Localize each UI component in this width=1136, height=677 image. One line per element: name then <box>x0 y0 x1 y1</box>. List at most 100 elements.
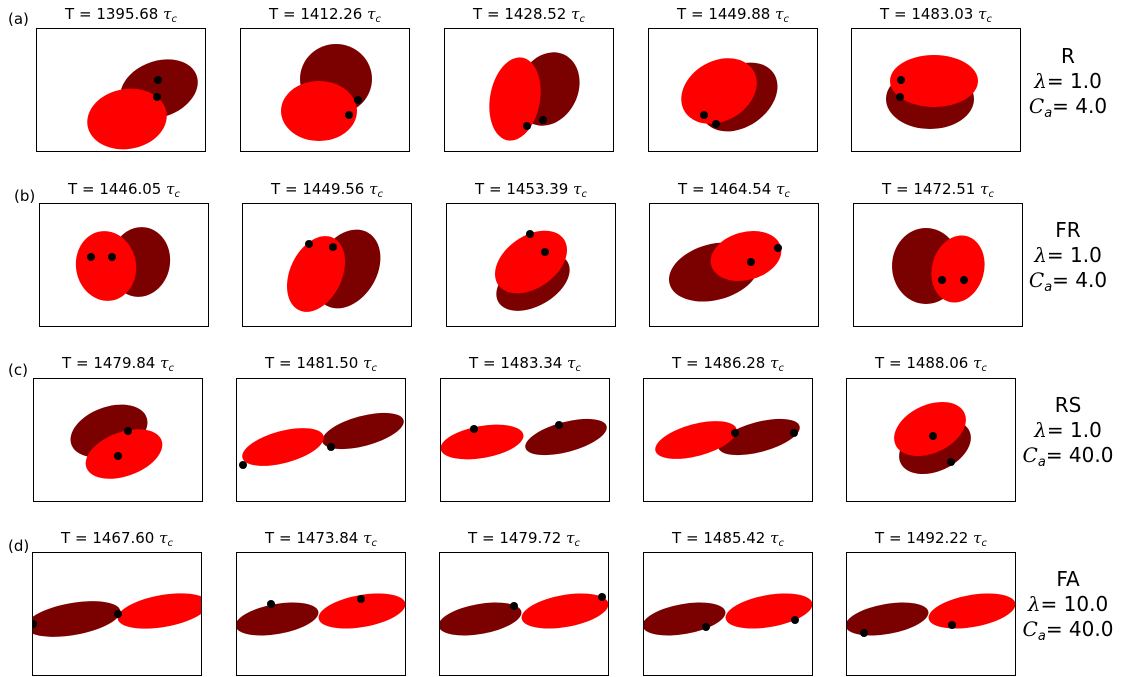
frame-time-label: T = 1412.26 τc <box>269 5 381 25</box>
bright-cell <box>928 593 1015 629</box>
time-value: T = 1483.34 <box>469 354 568 372</box>
panel-label: (d) <box>8 537 30 555</box>
bright-cell <box>87 88 167 150</box>
bright-cell <box>725 593 812 629</box>
regime-mode: RS <box>1054 393 1082 417</box>
lambda-line: λ= 1.0 <box>1008 243 1128 268</box>
tau-symbol: τ <box>163 5 172 23</box>
tau-subscript: c <box>778 538 784 549</box>
tau-subscript: c <box>371 363 377 374</box>
tracer-marker <box>124 427 132 435</box>
time-value: T = 1481.50 <box>265 354 364 372</box>
ca-value: = 4.0 <box>1052 94 1108 118</box>
bright-cell <box>117 593 201 629</box>
lambda-value: = 1.0 <box>1046 69 1102 93</box>
regime-annotation: FR λ= 1.0 Ca= 4.0 <box>1008 218 1128 296</box>
time-value: T = 1472.51 <box>882 180 981 198</box>
regime-mode: FR <box>1055 218 1081 242</box>
cell-snapshot <box>237 593 405 636</box>
cell-snapshot <box>239 412 404 469</box>
tau-symbol: τ <box>776 180 785 198</box>
tau-symbol: τ <box>980 180 989 198</box>
frame-time-label: T = 1453.39 τc <box>475 180 587 200</box>
regime-mode: R <box>1061 44 1075 68</box>
tracer-marker <box>345 111 353 119</box>
frame-time-label: T = 1395.68 τc <box>65 5 177 25</box>
tracer-marker <box>555 421 563 429</box>
tracer-marker <box>712 120 720 128</box>
tracer-marker <box>154 76 162 84</box>
bright-cell <box>286 236 346 312</box>
bright-cell <box>242 428 324 466</box>
frame-time-label: T = 1492.22 τc <box>875 529 987 549</box>
frame-time-label: T = 1449.56 τc <box>271 180 383 200</box>
time-value: T = 1492.22 <box>875 529 974 547</box>
tracer-marker <box>860 629 868 637</box>
frame-time-label: T = 1481.50 τc <box>265 354 377 374</box>
cell-snapshot <box>892 228 985 304</box>
bright-cell <box>655 421 737 459</box>
frame-time-label: T = 1464.54 τc <box>678 180 790 200</box>
snapshot-frame <box>846 378 1016 502</box>
tracer-marker <box>790 429 798 437</box>
dark-cell <box>644 602 726 636</box>
tau-symbol: τ <box>978 5 987 23</box>
frame-time-label: T = 1467.60 τc <box>61 529 173 549</box>
snapshot-frame <box>446 203 616 327</box>
bright-cell <box>894 401 966 457</box>
dark-cell <box>33 601 121 637</box>
tracer-marker <box>354 96 362 104</box>
ca-subscript: a <box>1044 106 1053 121</box>
cell-snapshot <box>489 52 580 141</box>
cell-snapshot <box>894 401 971 475</box>
tau-symbol: τ <box>369 180 378 198</box>
tau-subscript: c <box>168 363 174 374</box>
tau-symbol: τ <box>973 529 982 547</box>
tau-subscript: c <box>783 14 789 25</box>
dark-cell <box>847 602 929 636</box>
snapshot-frame <box>643 552 813 676</box>
tracer-marker <box>114 610 122 618</box>
snapshot-frame <box>649 203 819 327</box>
tracer-marker <box>305 240 313 248</box>
cell-snapshot <box>847 593 1015 637</box>
bright-cell <box>931 235 985 303</box>
frame-time-label: T = 1446.05 τc <box>68 180 180 200</box>
snapshot-frame <box>242 203 412 327</box>
time-value: T = 1449.56 <box>271 180 370 198</box>
cell-snapshot <box>281 44 372 141</box>
lambda-line: λ= 1.0 <box>1008 69 1128 94</box>
bright-cell <box>441 424 524 460</box>
tau-subscript: c <box>988 189 994 200</box>
lambda-line: λ= 10.0 <box>1008 592 1128 617</box>
bright-cell <box>521 593 608 629</box>
tau-subscript: c <box>371 538 377 549</box>
bright-cell <box>489 57 541 141</box>
tracer-marker <box>539 116 547 124</box>
time-value: T = 1473.84 <box>265 529 364 547</box>
tau-symbol: τ <box>367 5 376 23</box>
tracer-marker <box>791 616 799 624</box>
tau-subscript: c <box>167 538 173 549</box>
tau-symbol: τ <box>573 180 582 198</box>
tau-subscript: c <box>174 189 180 200</box>
ca-line: Ca= 40.0 <box>1008 617 1128 645</box>
tracer-marker <box>510 602 518 610</box>
cell-snapshot <box>644 593 812 636</box>
snapshot-frame <box>39 203 209 327</box>
time-value: T = 1453.39 <box>475 180 574 198</box>
tau-symbol: τ <box>775 5 784 23</box>
ca-symbol: C <box>1022 617 1038 641</box>
bright-cell <box>85 429 163 479</box>
snapshot-frame <box>643 378 813 502</box>
tracer-marker <box>541 248 549 256</box>
time-value: T = 1486.28 <box>672 354 771 372</box>
time-value: T = 1485.42 <box>672 529 771 547</box>
cell-snapshot <box>886 55 978 129</box>
tau-subscript: c <box>778 363 784 374</box>
frame-time-label: T = 1472.51 τc <box>882 180 994 200</box>
tracer-marker <box>938 276 946 284</box>
ca-symbol: C <box>1028 268 1045 292</box>
tracer-marker <box>239 461 247 469</box>
snapshot-frame <box>439 552 609 676</box>
